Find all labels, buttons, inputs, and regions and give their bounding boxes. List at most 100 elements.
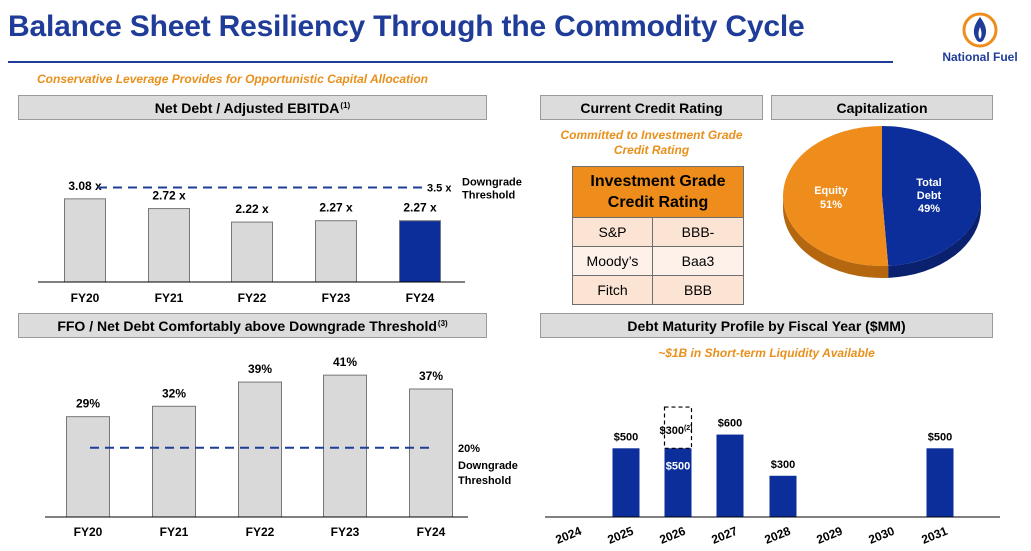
credit-rating-panel-header: Current Credit Rating	[540, 95, 763, 120]
bar	[152, 405, 196, 518]
data-label: 2.72 x	[152, 189, 186, 203]
capitalization-panel-header: Capitalization	[771, 95, 993, 120]
data-label: 29%	[76, 397, 100, 411]
agency-cell: Fitch	[572, 275, 653, 305]
national-fuel-logo: National Fuel	[935, 12, 1025, 68]
credit-table-header-line: Investment Grade	[590, 173, 726, 190]
pie-side-equity	[783, 196, 889, 278]
data-label: 32%	[162, 386, 186, 400]
rating-cell: Baa3	[652, 246, 744, 276]
pie-slice-equity	[782, 126, 889, 266]
liquidity-note: ~$1B in Short-term Liquidity Available	[658, 346, 875, 360]
bar	[409, 388, 453, 518]
tick-label: FY21	[155, 291, 184, 305]
data-label: 37%	[419, 369, 443, 383]
capitalization-pie-chart: Equity 51% Total Debt 49%	[782, 126, 981, 278]
credit-table-header-line: Credit Rating	[607, 194, 709, 211]
subtitle: Conservative Leverage Provides for Oppor…	[37, 72, 428, 86]
tick-label: 2029	[815, 524, 845, 547]
threshold-value-label: 20%	[458, 443, 480, 455]
rating-cell: BBB	[652, 275, 744, 305]
footnote-marker: (3)	[437, 319, 448, 328]
threshold-label: Downgrade	[458, 460, 518, 472]
data-label: $500	[614, 431, 638, 443]
threshold-label: Downgrade	[462, 177, 522, 189]
pie-slice-label: Debt	[917, 190, 942, 202]
flame-logo-icon	[962, 12, 998, 48]
pie-slice-label: Equity	[814, 185, 848, 197]
tick-label: 2027	[710, 524, 740, 547]
bar	[323, 374, 367, 518]
credit-rating-panel-title: Current Credit Rating	[580, 99, 723, 116]
data-label: 39%	[248, 362, 272, 376]
tick-label: FY24	[406, 291, 435, 305]
bar	[399, 220, 441, 283]
data-label: $500	[928, 431, 952, 443]
pie-side-debt	[888, 196, 981, 278]
bar	[64, 198, 106, 283]
data-label: $600	[718, 418, 742, 430]
tick-label: 2028	[763, 524, 793, 547]
tick-label: FY22	[238, 291, 267, 305]
data-label: 3.08 x	[68, 179, 102, 193]
tick-label: 2031	[920, 524, 950, 547]
bar	[315, 220, 357, 283]
footnote-marker: (2)	[684, 425, 693, 432]
bar	[664, 448, 692, 517]
bar	[231, 221, 273, 283]
net-debt-chart: 3.08 x FY20 2.72 x FY21 2.22 x FY22 2.27 x FY23…	[38, 177, 522, 305]
data-label: 2.22 x	[235, 202, 269, 216]
table-row: Fitch BBB	[572, 275, 744, 305]
data-label: $300	[771, 459, 795, 471]
credit-commitment-note: Committed to Investment Grade Credit Rat…	[540, 128, 763, 158]
credit-note-line: Credit Rating	[613, 143, 690, 157]
pie-slice-debt	[882, 126, 981, 266]
threshold-label: Threshold	[458, 475, 511, 487]
bar	[716, 434, 744, 517]
tick-label: 2026	[658, 524, 688, 547]
tick-label: FY21	[160, 525, 189, 539]
debt-maturity-chart: 2024 $500 2025 $500 $300(2) 2026 $600 2027 $300 2…	[545, 406, 1000, 547]
agency-cell: Moody’s	[572, 246, 653, 276]
data-label: 2.27 x	[403, 201, 437, 215]
bar	[769, 475, 797, 517]
net-debt-panel-title: Net Debt / Adjusted EBITDA	[154, 99, 340, 116]
tick-label: FY23	[331, 525, 360, 539]
dashed-bar	[663, 406, 693, 449]
ffo-panel-title: FFO / Net Debt Comfortably above Downgra…	[57, 317, 437, 334]
pie-slice-value: 51%	[820, 199, 842, 211]
bar	[148, 208, 190, 283]
debt-maturity-panel-header: Debt Maturity Profile by Fiscal Year ($M…	[540, 313, 993, 338]
tick-label: FY22	[246, 525, 275, 539]
table-row: S&P BBB-	[572, 217, 744, 247]
net-debt-panel-header: Net Debt / Adjusted EBITDA (1)	[18, 95, 487, 120]
tick-label: FY23	[322, 291, 351, 305]
tick-label: 2030	[867, 524, 897, 547]
bar	[926, 448, 954, 517]
pie-slice-label: Total	[916, 177, 941, 189]
page-title: Balance Sheet Resiliency Through the Com…	[8, 10, 805, 43]
logo-text: National Fuel	[942, 50, 1018, 64]
data-label: $500	[666, 460, 690, 472]
capitalization-panel-title: Capitalization	[836, 99, 928, 116]
bar	[66, 416, 110, 518]
ffo-panel-header: FFO / Net Debt Comfortably above Downgra…	[18, 313, 487, 338]
title-divider	[8, 61, 893, 63]
debt-maturity-panel-title: Debt Maturity Profile by Fiscal Year ($M…	[627, 317, 906, 334]
tick-label: 2024	[554, 524, 584, 547]
data-label: 2.27 x	[319, 201, 353, 215]
pie-slice-value: 49%	[918, 203, 940, 215]
credit-table-header: Investment Grade Credit Rating	[572, 166, 744, 218]
credit-note-line: Committed to Investment Grade	[560, 128, 743, 142]
credit-rating-table: Investment Grade Credit Rating S&P BBB- …	[572, 166, 744, 305]
bar	[612, 448, 640, 517]
tick-label: 2025	[606, 524, 636, 547]
data-label: 41%	[333, 355, 357, 369]
footnote-marker: (1)	[340, 101, 351, 110]
rating-cell: BBB-	[652, 217, 744, 247]
table-row: Moody’s Baa3	[572, 246, 744, 276]
tick-label: FY20	[71, 291, 100, 305]
agency-cell: S&P	[572, 217, 653, 247]
tick-label: FY24	[417, 525, 446, 539]
